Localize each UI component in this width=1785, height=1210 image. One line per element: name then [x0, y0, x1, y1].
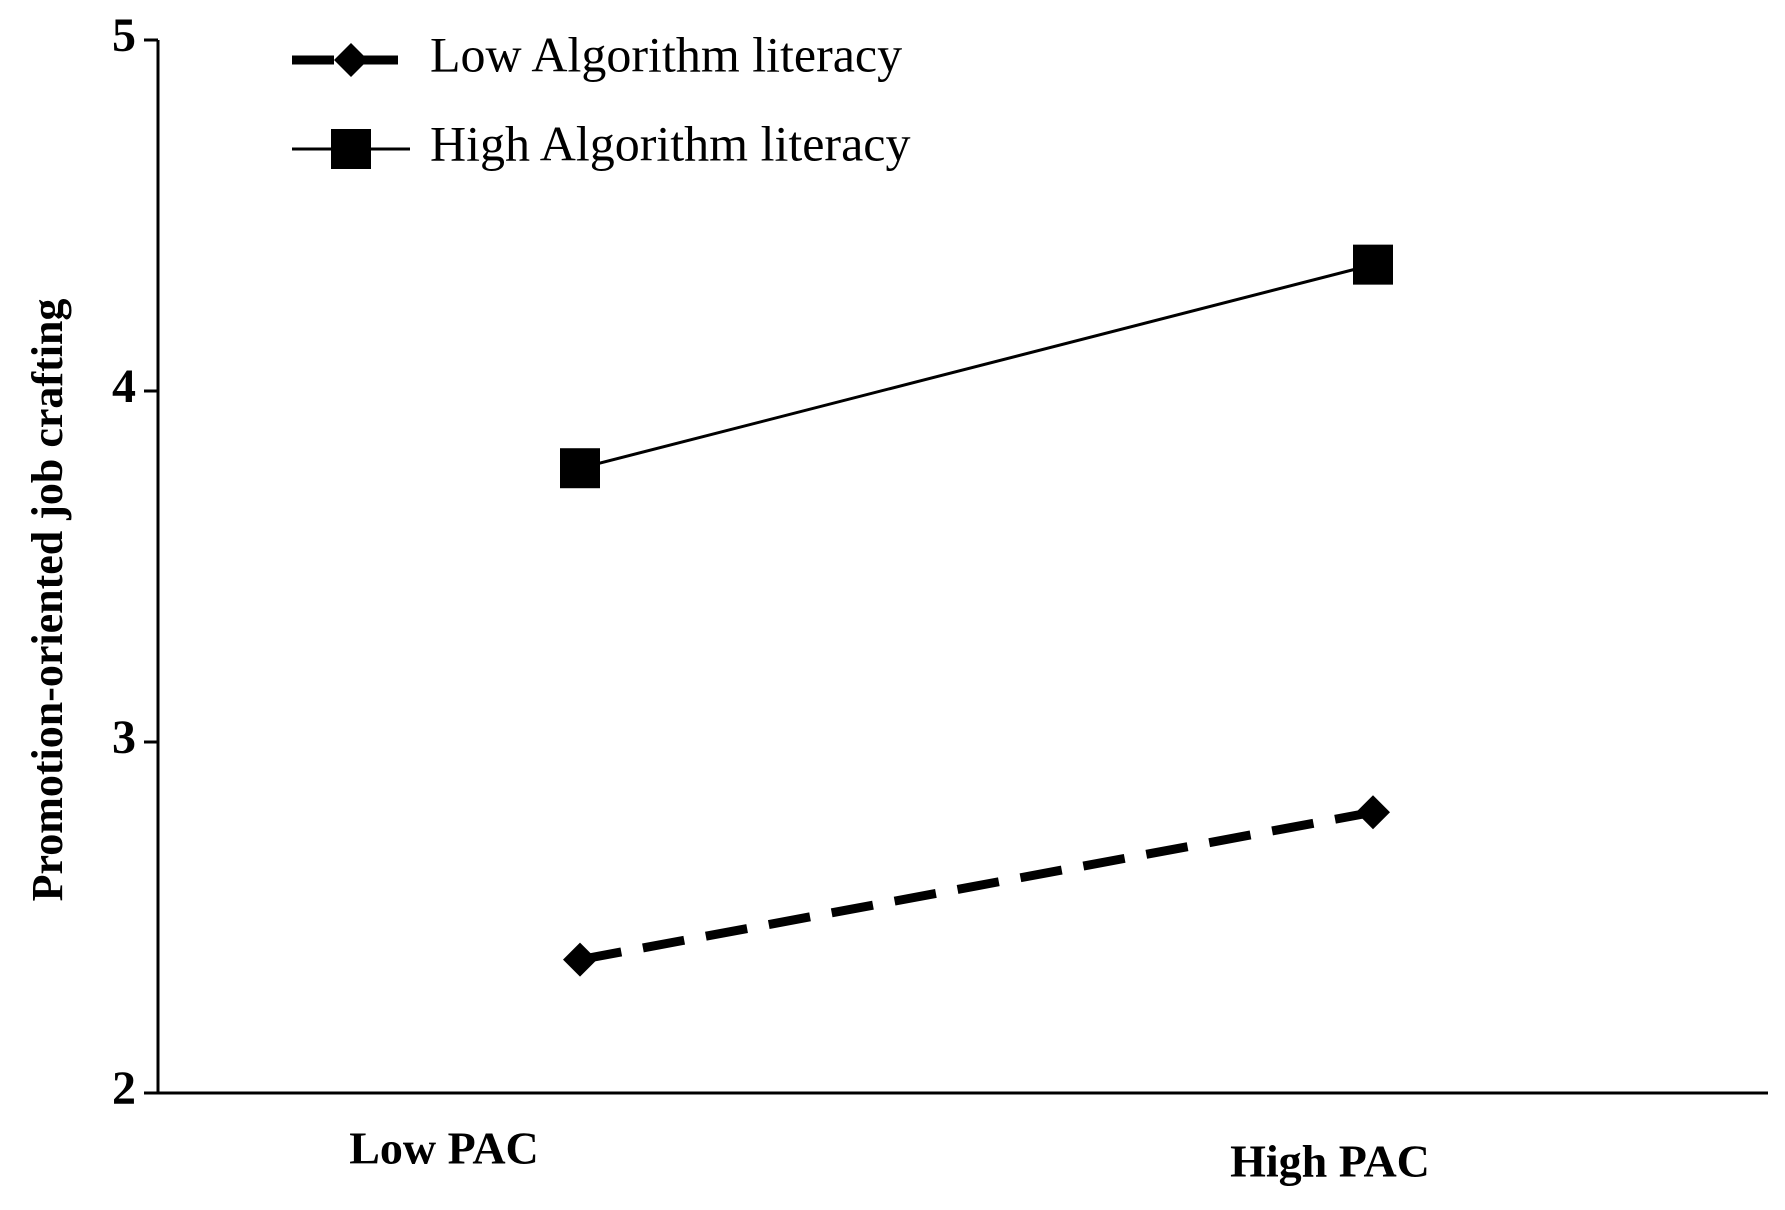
legend-marker	[331, 129, 371, 169]
data-point	[1353, 244, 1393, 285]
series-line	[579, 263, 1374, 470]
legend-label: High Algorithm literacy	[430, 115, 910, 171]
y-tick-label: 3	[112, 711, 136, 764]
y-axis-title: Promotion-oriented job crafting	[23, 299, 72, 902]
y-tick-label: 4	[112, 360, 136, 413]
legend-label: Low Algorithm literacy	[430, 26, 902, 82]
data-point	[560, 448, 600, 489]
y-tick-label: 2	[112, 1062, 136, 1115]
y-tick-label: 5	[112, 9, 136, 62]
data-point	[1356, 795, 1390, 830]
x-tick-label: Low PAC	[349, 1123, 539, 1174]
data-point	[563, 942, 597, 977]
x-tick-label: High PAC	[1230, 1136, 1430, 1187]
legend-marker	[334, 43, 368, 77]
series-line	[579, 807, 1374, 965]
